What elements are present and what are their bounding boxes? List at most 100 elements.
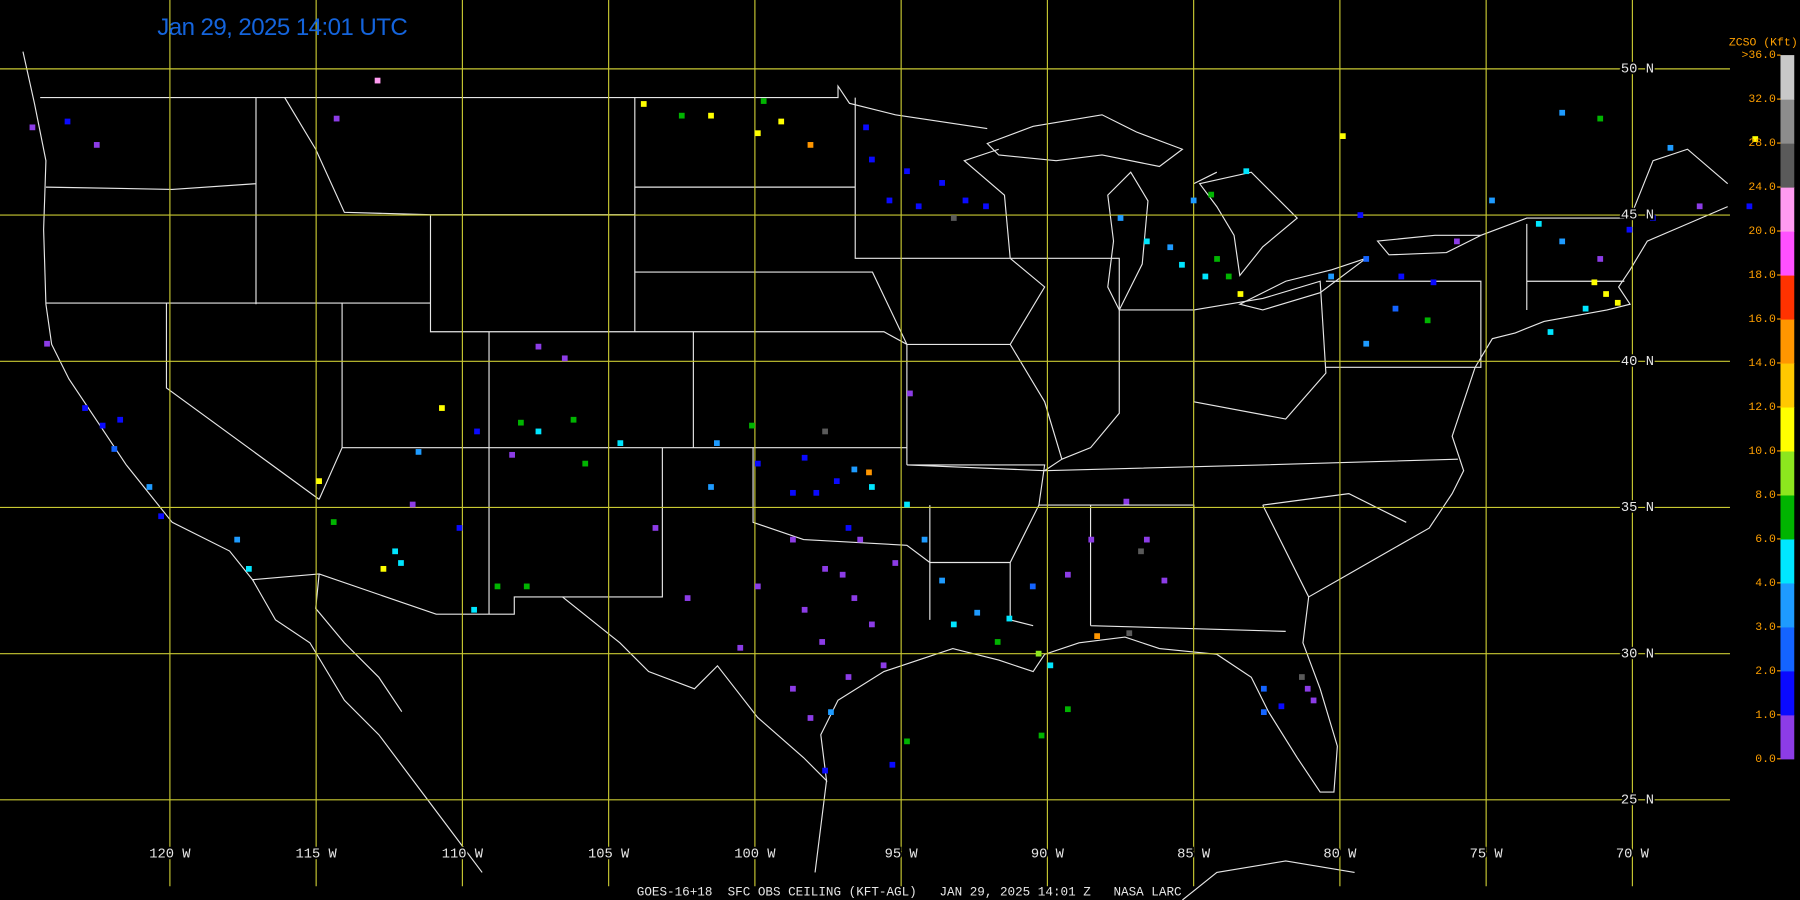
station-obs <box>828 709 834 715</box>
station-obs <box>1117 215 1124 221</box>
station-obs <box>509 451 515 458</box>
station-obs <box>1363 256 1370 262</box>
colorbar-block <box>1780 362 1795 408</box>
station-obs <box>1138 548 1144 555</box>
borders <box>22 51 1729 900</box>
colorbar-label: 28.0 <box>1748 137 1776 150</box>
station-obs <box>1047 662 1054 669</box>
station-obs <box>1006 615 1013 622</box>
colorbar-label: 32.0 <box>1748 93 1776 106</box>
longitude-label: 115 W <box>295 848 337 863</box>
station-obs <box>1260 685 1267 692</box>
colorbar-block <box>1780 626 1795 672</box>
colorbar-block <box>1780 318 1795 364</box>
station-obs <box>111 446 118 452</box>
station-obs <box>822 767 828 774</box>
station-obs <box>1029 583 1036 590</box>
station-obs <box>456 525 463 531</box>
station-obs <box>904 501 910 508</box>
station-obs <box>866 469 872 476</box>
map-title: Jan 29, 2025 14:01 UTC <box>157 14 407 41</box>
colorbar-label: 24.0 <box>1748 181 1776 194</box>
station-obs <box>29 124 36 131</box>
great-lakes <box>986 114 1482 312</box>
colorbar: 0.0 1.0 2.0 3.0 4.0 6.0 8.0 10.0 12.0 14.0 16.0 18.… <box>1729 37 1798 766</box>
longitude-label: 100 W <box>734 848 776 863</box>
station-obs <box>246 565 252 572</box>
station-obs <box>833 478 840 485</box>
station-obs <box>869 621 875 628</box>
station-obs <box>889 761 896 768</box>
station-obs <box>1065 706 1071 713</box>
station-obs <box>790 536 796 543</box>
station-obs <box>1278 703 1285 710</box>
colorbar-block <box>1780 450 1795 496</box>
station-obs <box>994 639 1001 645</box>
station-obs <box>974 609 981 616</box>
colorbar-label: 12.0 <box>1748 401 1776 414</box>
station-obs <box>790 685 796 692</box>
station-obs <box>330 519 337 525</box>
station-obs <box>1430 279 1437 286</box>
station-obs <box>146 484 153 490</box>
mexico-coast <box>252 573 1355 900</box>
grid-labels: 50 N 45 N 40 N 35 N 30 N 25 N 120 W 115 W 110 W 1… <box>148 61 1656 865</box>
station-obs <box>845 525 852 531</box>
coastline <box>22 51 1728 793</box>
station-obs <box>1597 115 1604 122</box>
station-obs <box>907 390 913 397</box>
station-obs <box>801 606 808 613</box>
colorbar-label: 1.0 <box>1755 709 1776 722</box>
station-obs <box>234 536 241 543</box>
colorbar-label: 16.0 <box>1748 313 1776 326</box>
station-obs <box>1424 317 1431 324</box>
station-obs <box>1363 340 1370 347</box>
colorbar-block <box>1780 670 1795 716</box>
colorbar-label: 0.0 <box>1755 753 1776 766</box>
station-obs <box>760 98 767 104</box>
station-obs <box>333 115 340 122</box>
station-obs <box>950 215 957 221</box>
station-obs <box>1392 305 1399 312</box>
station-obs <box>869 156 875 163</box>
latitude-label: 25 N <box>1621 793 1654 808</box>
station-obs <box>915 203 922 210</box>
longitude-label: 95 W <box>885 848 919 863</box>
station-obs <box>1035 650 1042 657</box>
station-obs <box>535 343 542 350</box>
station-obs <box>439 405 445 411</box>
station-obs <box>851 595 858 601</box>
station-obs <box>561 355 568 362</box>
colorbar-label: 6.0 <box>1755 533 1776 546</box>
colorbar-block <box>1780 538 1795 584</box>
station-obs <box>790 489 796 496</box>
latitude-label: 30 N <box>1621 647 1654 662</box>
station-obs <box>1489 197 1495 204</box>
station-obs <box>570 416 577 423</box>
longitude-label: 110 W <box>442 848 484 863</box>
station-obs <box>822 428 828 435</box>
colorbar-block <box>1780 55 1795 100</box>
station-obs <box>845 674 852 680</box>
station-obs <box>813 489 820 496</box>
station-obs <box>708 112 714 119</box>
colorbar-block <box>1780 714 1795 760</box>
colorbar-label: 20.0 <box>1748 225 1776 238</box>
station-obs <box>749 422 755 429</box>
station-obs <box>1328 273 1334 280</box>
station-obs <box>1310 697 1317 704</box>
station-obs <box>983 203 989 210</box>
station-obs <box>1088 536 1095 543</box>
station-obs <box>1225 273 1232 280</box>
longitude-label: 120 W <box>149 848 191 863</box>
station-obs <box>921 536 928 543</box>
station-obs <box>1626 226 1633 233</box>
colorbar-label: 4.0 <box>1755 577 1776 590</box>
station-obs <box>851 466 858 473</box>
station-obs <box>1167 244 1174 251</box>
station-obs <box>1614 299 1621 306</box>
station-obs <box>892 560 899 566</box>
station-obs <box>523 583 530 590</box>
